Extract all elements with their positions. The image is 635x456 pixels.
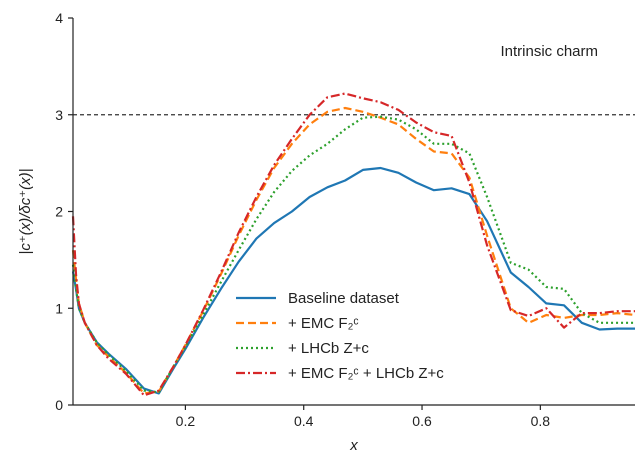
series-line-1	[71, 166, 635, 395]
legend-label: + EMC F₂ᶜ	[288, 315, 359, 332]
y-tick-label: 4	[55, 10, 63, 26]
x-tick-label: 0.4	[294, 413, 314, 429]
series-layer	[71, 92, 635, 397]
y-axis-label: |c⁺(x)/δc⁺(x)|	[17, 168, 34, 254]
legend-label: + EMC F₂ᶜ + LHCb Z+c	[288, 365, 444, 382]
y-tick-label: 2	[55, 204, 63, 220]
y-ticks: 0 1 2 3 4	[55, 10, 73, 413]
series-line-4	[71, 92, 635, 397]
x-tick-label: 0.8	[531, 413, 551, 429]
legend-label: + LHCb Z+c	[288, 340, 369, 357]
x-ticks: 0.2 0.4 0.6 0.8	[176, 405, 551, 429]
y-tick-label: 3	[55, 107, 63, 123]
series-line-2	[71, 106, 635, 395]
y-tick-label: 0	[55, 397, 63, 413]
x-axis-label: x	[349, 437, 358, 454]
legend: Baseline dataset + EMC F₂ᶜ + LHCb Z+c + EMC…	[236, 290, 444, 382]
x-tick-label: 0.2	[176, 413, 196, 429]
y-tick-label: 1	[55, 300, 63, 316]
x-tick-label: 0.6	[412, 413, 432, 429]
chart-annotation: Intrinsic charm	[500, 43, 598, 60]
legend-label: Baseline dataset	[288, 290, 400, 307]
